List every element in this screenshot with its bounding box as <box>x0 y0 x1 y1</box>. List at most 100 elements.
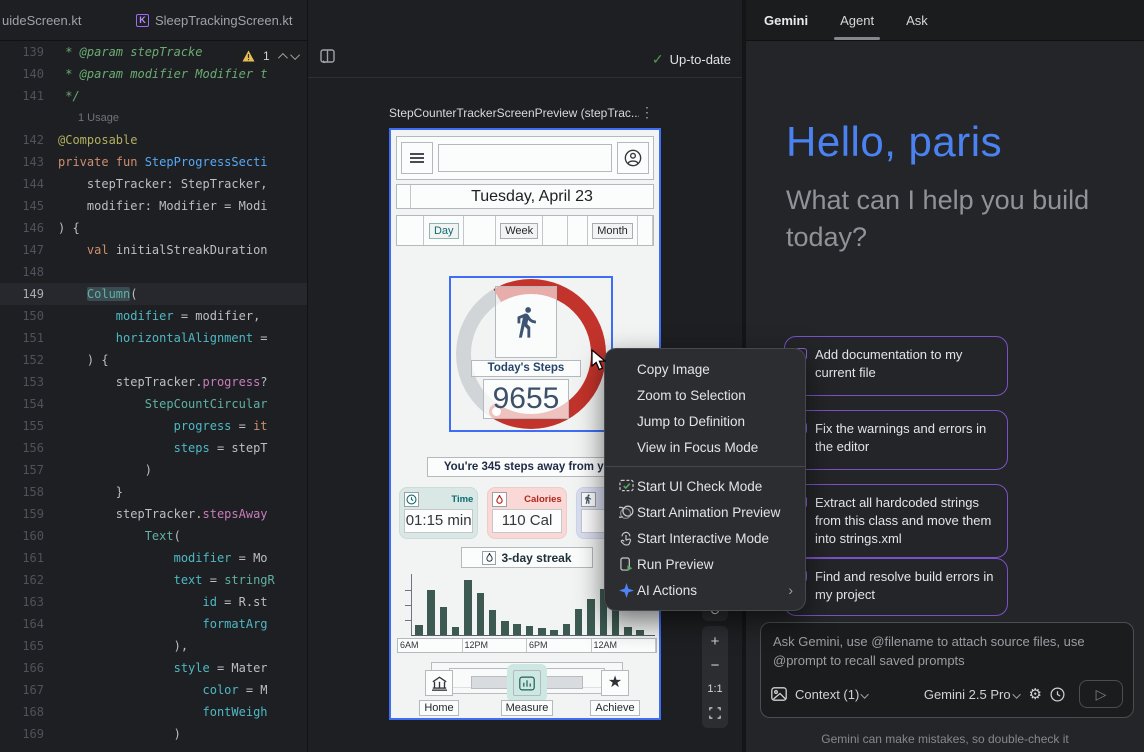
suggestion-text: Find and resolve build errors in my proj… <box>815 569 994 602</box>
suggestion-card-4[interactable]: Find and resolve build errors in my proj… <box>784 558 1008 616</box>
steps-count-value: 9655 <box>483 379 569 419</box>
tab-label: SleepTrackingScreen.kt <box>155 12 293 28</box>
suggestion-card-2[interactable]: Fix the warnings and errors in the edito… <box>784 410 1008 470</box>
inspections-widget[interactable]: 1 <box>236 46 306 66</box>
editor-tab-uidescreen-kt[interactable]: uideScreen.kt <box>0 0 104 40</box>
check-icon: ✓ <box>651 50 664 67</box>
code-line-159: 159 stepTracker.stepsAway <box>0 503 307 525</box>
chart-bar <box>599 589 607 635</box>
todays-steps-label: Today's Steps <box>471 360 581 377</box>
metric-value: 01:15 min <box>404 509 474 533</box>
code-line-149: 149 Column( <box>0 283 307 305</box>
step-ring-selection-box[interactable]: Today's Steps 9655 <box>449 276 613 432</box>
model-selector[interactable]: Gemini 2.5 Pro <box>924 687 1021 702</box>
usage-hint[interactable]: 1 Usage <box>78 112 119 124</box>
attach-image-icon[interactable] <box>771 687 787 701</box>
metric-card-calories[interactable]: Calories 110 Cal <box>487 487 567 539</box>
nav-item-measure[interactable]: Measure <box>491 670 563 718</box>
code-text: style = Mater <box>173 661 268 675</box>
menu-item-ai-actions[interactable]: AI Actions › <box>605 577 805 603</box>
code-text: ) <box>58 727 181 741</box>
menu-item-label: View in Focus Mode <box>637 439 759 455</box>
metric-card-time[interactable]: Time 01:15 min <box>399 487 479 539</box>
run-icon <box>615 556 637 572</box>
code-line-161: 161 modifier = Mo <box>0 547 307 569</box>
code-line-150: 150 modifier = modifier, <box>0 305 307 327</box>
prev-issue-icon[interactable] <box>277 52 288 63</box>
segment-spacer <box>638 216 654 245</box>
line-number: 149 <box>22 287 44 301</box>
code-text: */ <box>58 89 80 103</box>
menu-item-jump-to-definition[interactable]: Jump to Definition <box>605 408 805 434</box>
line-number: 143 <box>22 155 44 169</box>
preview-layout-icon[interactable] <box>320 49 336 69</box>
segment-day[interactable]: Day <box>424 216 465 245</box>
runner-icon <box>495 286 557 358</box>
settings-gear-icon[interactable]: ⚙ <box>1028 686 1042 703</box>
code-text: ) <box>58 463 152 477</box>
menu-item-start-ui-check-mode[interactable]: Start UI Check Mode <box>605 473 805 499</box>
code-line-146: 146) { <box>0 217 307 239</box>
usage-hint-row: 1 Usage <box>0 107 307 129</box>
send-button[interactable]: ▷ <box>1079 680 1123 708</box>
code-line-147: 147 val initialStreakDuration <box>0 239 307 261</box>
menu-button[interactable] <box>401 142 433 174</box>
zoom-ratio-button[interactable]: 1:1 <box>707 683 723 695</box>
segment-month[interactable]: Month <box>588 216 638 245</box>
suggestion-card-1[interactable]: Add documentation to my current file <box>784 336 1008 396</box>
chart-bar <box>451 627 460 635</box>
segment-week[interactable]: Week <box>496 216 544 245</box>
line-number: 148 <box>22 265 44 279</box>
metric-card-top: Time <box>404 491 473 507</box>
next-issue-icon[interactable] <box>289 49 300 60</box>
code-line-142: 142 @Composable <box>0 129 307 151</box>
gemini-tab-gemini[interactable]: Gemini <box>764 13 809 28</box>
code-line-169: 169 ) <box>0 723 307 745</box>
code-editor[interactable]: 1 139 * @param stepTracke 140 * @param mo… <box>0 41 307 752</box>
menu-item-label: Jump to Definition <box>637 413 746 429</box>
gemini-input-box[interactable]: Ask Gemini, use @filename to attach sour… <box>760 622 1134 718</box>
preview-title[interactable]: StepCounterTrackerScreenPreview (stepTra… <box>389 106 639 120</box>
line-number: 152 <box>22 353 44 367</box>
code-text: id = R.st <box>202 595 268 609</box>
editor-tab-sleeptrackingscreen-kt[interactable]: K SleepTrackingScreen.kt <box>126 0 303 40</box>
menu-item-run-preview[interactable]: Run Preview <box>605 551 805 577</box>
search-input[interactable] <box>438 144 612 172</box>
menu-item-start-animation-preview[interactable]: Start Animation Preview <box>605 499 805 525</box>
code-text: text = stringR <box>173 573 275 587</box>
code-line-139: 139 * @param stepTracke <box>0 41 307 63</box>
nav-item-achieve[interactable]: ★ Achieve <box>579 670 651 718</box>
menu-item-view-in-focus-mode[interactable]: View in Focus Mode <box>605 434 805 460</box>
line-number: 160 <box>22 529 44 543</box>
mouse-cursor <box>591 349 607 371</box>
zoom-in-button[interactable]: + <box>710 632 720 650</box>
hourly-steps-chart <box>399 574 655 636</box>
account-button[interactable] <box>617 142 649 174</box>
code-line-167: 167 color = M <box>0 679 307 701</box>
gemini-tab-ask[interactable]: Ask <box>906 13 928 28</box>
menu-item-copy-image[interactable]: Copy Image <box>605 356 805 382</box>
menu-item-label: Run Preview <box>637 556 714 572</box>
zoom-fit-button[interactable] <box>703 702 727 724</box>
context-selector[interactable]: Context (1) <box>795 687 870 702</box>
code-line-152: 152 ) { <box>0 349 307 371</box>
zoom-out-button[interactable]: − <box>710 656 720 674</box>
segment-spacer <box>464 216 497 245</box>
gemini-tab-agent[interactable]: Agent <box>834 13 881 40</box>
suggestion-card-3[interactable]: Extract all hardcoded strings from this … <box>784 484 1008 558</box>
gemini-input-toolbar: Context (1) Gemini 2.5 Pro ⚙ ▷ <box>771 680 1123 708</box>
code-text: stepTracker.progress? <box>58 375 268 389</box>
menu-item-start-interactive-mode[interactable]: Start Interactive Mode <box>605 525 805 551</box>
nav-item-home[interactable]: Home <box>403 670 475 718</box>
code-line-144: 144 stepTracker: StepTracker, <box>0 173 307 195</box>
line-number: 150 <box>22 309 44 323</box>
preview-context-menu: Copy Image Zoom to Selection Jump to Defin… <box>604 348 806 611</box>
x-axis-label-6am: 6AM <box>398 639 463 652</box>
history-clock-icon[interactable] <box>1050 687 1065 702</box>
code-line-141: 141 */ <box>0 85 307 107</box>
metric-card-top: Calories <box>492 491 562 507</box>
preview-kebab-menu-icon[interactable]: ⋮ <box>640 104 654 120</box>
code-line-162: 162 text = stringR <box>0 569 307 591</box>
menu-item-zoom-to-selection[interactable]: Zoom to Selection <box>605 382 805 408</box>
code-line-154: 154 StepCountCircular <box>0 393 307 415</box>
